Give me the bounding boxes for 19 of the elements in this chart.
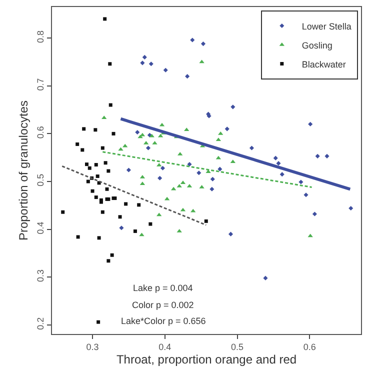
annotation: Lake p = 0.004 <box>133 283 193 293</box>
annotation: Color p = 0.002 <box>132 300 194 310</box>
y-axis-title: Proportion of granulocytes <box>16 100 31 241</box>
x-axis-title: Throat, proportion orange and red <box>116 352 297 367</box>
annotation: Lake*Color p = 0.656 <box>121 316 206 326</box>
legend-label: Gosling <box>302 40 332 50</box>
x-tick-label: 0.3 <box>86 342 99 352</box>
x-tick-label: 0.5 <box>231 342 244 352</box>
y-tick-label: 0.2 <box>35 317 46 330</box>
legend-label: Lower Stella <box>302 21 352 32</box>
y-tick-label: 0.7 <box>35 78 46 91</box>
x-tick-label: 0.6 <box>303 342 316 352</box>
y-tick-label: 0.6 <box>35 126 46 139</box>
y-tick-label: 0.8 <box>35 30 46 43</box>
x-tick-label: 0.4 <box>158 342 172 352</box>
legend-label: Blackwater <box>302 59 346 70</box>
y-tick-label: 0.4 <box>35 222 46 234</box>
y-tick-label: 0.3 <box>35 270 46 282</box>
y-tick-label: 0.5 <box>35 174 46 186</box>
